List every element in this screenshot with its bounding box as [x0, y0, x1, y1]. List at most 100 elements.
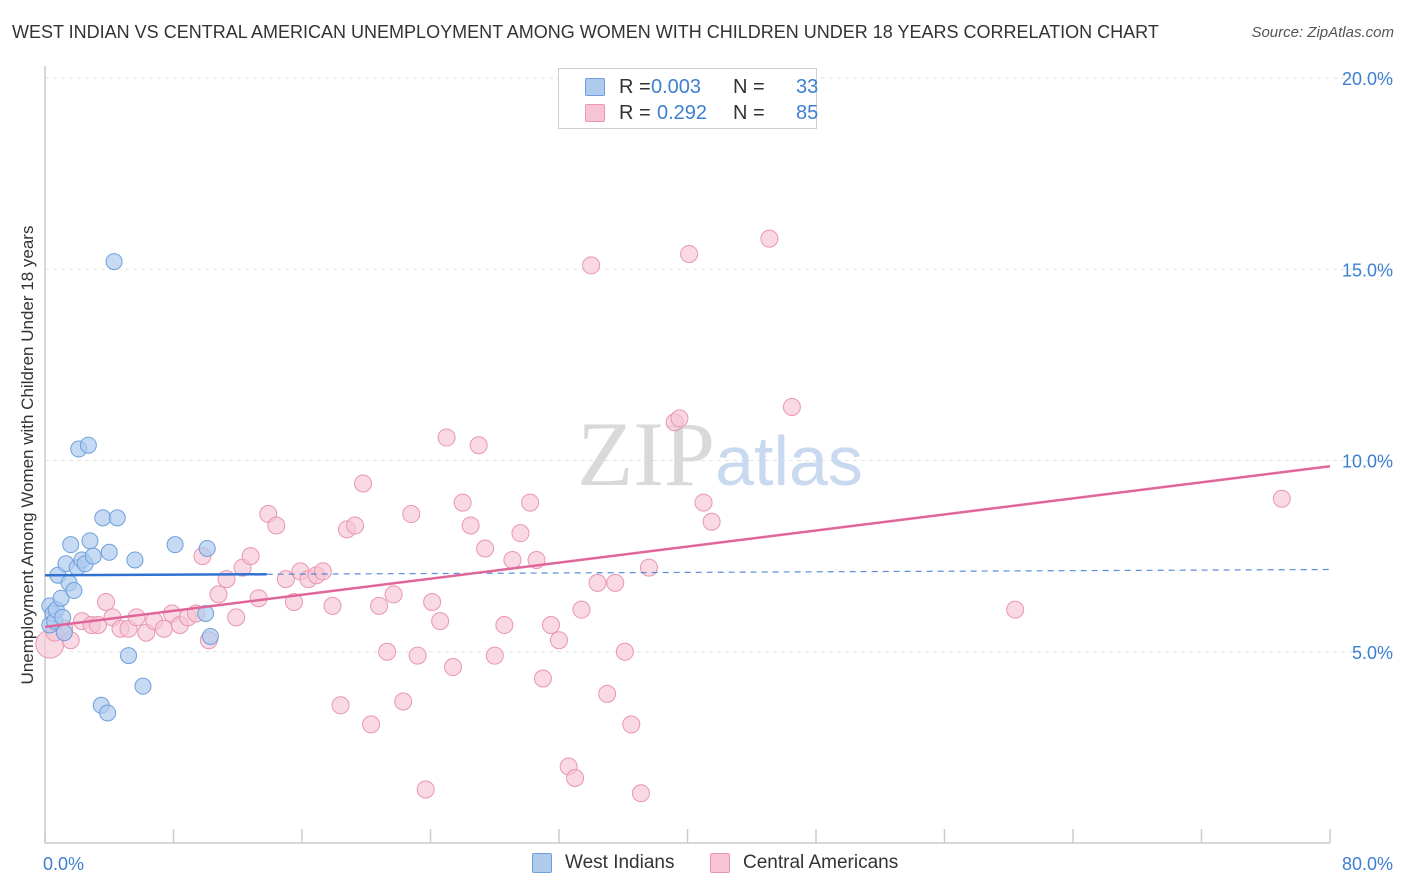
west-indians-point	[198, 539, 216, 557]
x-tick-label: 0.0%	[43, 854, 84, 874]
central-americans-point	[782, 397, 801, 416]
central-americans-point	[615, 642, 634, 661]
r-label: R =	[619, 102, 651, 124]
west-indians-swatch	[532, 853, 552, 873]
central-americans-point	[209, 585, 228, 604]
central-americans-point	[362, 715, 381, 734]
central-americans-swatch	[710, 853, 730, 873]
central-americans-point	[241, 547, 260, 566]
west-indians-swatch	[585, 78, 605, 96]
west-indians-point	[62, 536, 80, 554]
tick-labels: 5.0% 10.0% 15.0% 20.0% 0.0% 80.0%	[43, 69, 1393, 874]
central-americans-point	[408, 646, 427, 665]
west-indians-point	[65, 582, 83, 600]
west-indians-point	[52, 589, 70, 607]
central-americans-point	[154, 619, 173, 638]
west-indians-point	[100, 543, 118, 561]
central-americans-point	[566, 768, 585, 787]
central-americans-point	[476, 539, 495, 558]
central-americans-point	[469, 436, 488, 455]
watermark: ZIPatlas	[577, 403, 863, 505]
central-americans-point	[461, 516, 480, 535]
central-americans-point	[511, 524, 530, 543]
trend-lines	[44, 464, 1331, 629]
central-americans-point	[346, 516, 365, 535]
correlation-legend: R = 0.003 N = 33 R = 0.292 N = 85	[558, 68, 819, 129]
n-label: N =	[733, 102, 765, 124]
n-label: N =	[733, 76, 765, 98]
central-americans-point	[453, 493, 472, 512]
central-americans-trend-line	[44, 464, 1331, 629]
central-americans-point	[431, 612, 450, 631]
west-indians-point	[99, 704, 117, 722]
y-tick-label: 5.0%	[1352, 643, 1393, 663]
central-americans-point	[521, 493, 540, 512]
central-americans-point	[370, 596, 389, 615]
west-indians-point	[126, 551, 144, 569]
central-americans-points	[35, 229, 1291, 803]
central-americans-point	[670, 409, 689, 428]
west-indians-point	[201, 627, 219, 645]
central-americans-point	[378, 642, 397, 661]
central-americans-point	[598, 684, 617, 703]
west-indians-point	[55, 624, 73, 642]
central-americans-point	[331, 696, 350, 715]
axes	[44, 66, 1331, 844]
west-indians-trend-line	[44, 573, 267, 577]
central-americans-point	[541, 615, 560, 634]
source-label: Source: ZipAtlas.com	[1251, 24, 1394, 41]
central-americans-point	[227, 608, 246, 627]
west-indians-point	[166, 536, 184, 554]
central-americans-point	[485, 646, 504, 665]
central-americans-point	[572, 600, 591, 619]
central-americans-point	[533, 669, 552, 688]
west-indians-point	[197, 605, 215, 622]
r-value: 0.292	[657, 102, 708, 124]
central-americans-point	[622, 715, 641, 734]
central-americans-point	[550, 631, 568, 650]
west-indians-point	[108, 509, 126, 527]
west-indians-point	[94, 509, 112, 527]
central-americans-point	[694, 493, 713, 512]
r-label: R =	[619, 76, 651, 98]
central-americans-point	[680, 244, 699, 263]
west-indians-point	[105, 253, 123, 271]
y-tick-label: 15.0%	[1342, 260, 1393, 280]
central-americans-point	[423, 593, 442, 612]
central-americans-point	[354, 474, 373, 493]
central-americans-point	[495, 615, 514, 634]
central-americans-point	[1006, 600, 1025, 619]
central-americans-point	[702, 512, 721, 531]
central-americans-point	[582, 256, 601, 275]
x-tick-label: 80.0%	[1342, 854, 1393, 874]
central-americans-point	[267, 516, 286, 535]
central-americans-point	[443, 658, 462, 677]
central-americans-point	[1272, 489, 1291, 508]
central-americans-point	[313, 562, 332, 581]
y-tick-label: 20.0%	[1342, 69, 1393, 89]
central-americans-point	[760, 229, 779, 248]
n-value: 85	[796, 102, 819, 124]
legend-label: Central Americans	[743, 852, 899, 873]
west-indians-trend-extension	[266, 568, 1331, 575]
central-americans-swatch	[585, 104, 605, 122]
west-indians-point	[79, 436, 97, 454]
west-indians-points	[41, 253, 219, 722]
central-americans-point	[323, 596, 342, 615]
central-americans-point	[284, 593, 303, 612]
r-value: 0.003	[651, 76, 702, 98]
watermark-atlas: atlas	[715, 422, 863, 500]
west-indians-point	[134, 677, 152, 695]
central-americans-point	[416, 780, 435, 799]
central-americans-point	[639, 558, 658, 577]
central-americans-point	[606, 573, 625, 592]
y-tick-label: 10.0%	[1342, 452, 1393, 472]
watermark-zip: ZIP	[577, 403, 715, 505]
chart-title: WEST INDIAN VS CENTRAL AMERICAN UNEMPLOY…	[12, 22, 1159, 42]
west-indians-point	[81, 532, 99, 550]
central-americans-point	[97, 593, 116, 612]
central-americans-point	[503, 550, 522, 569]
central-americans-point	[276, 570, 295, 589]
central-americans-point	[402, 505, 421, 524]
